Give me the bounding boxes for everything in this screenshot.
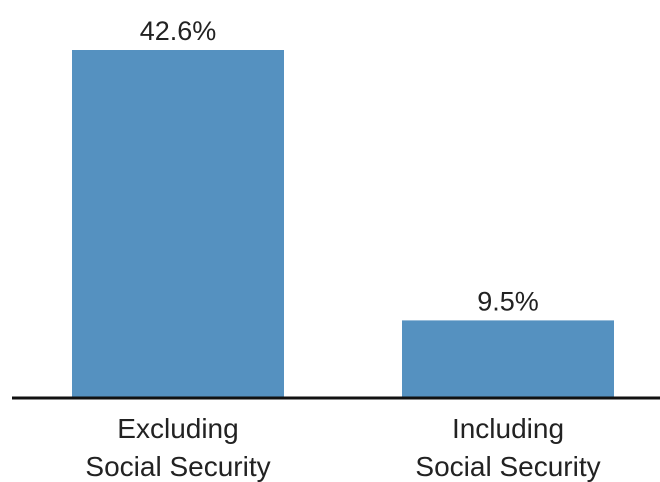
data-label-0: 42.6% [140, 16, 217, 46]
data-label-1: 9.5% [477, 286, 539, 316]
category-labels-group: Excluding Social Security Including Social … [85, 413, 600, 482]
category-label-0-line-1: Social Security [85, 451, 270, 482]
category-label-1-line-0: Including [452, 413, 564, 444]
data-labels-group: 42.6% 9.5% [140, 16, 539, 316]
category-label-0-line-0: Excluding [117, 413, 238, 444]
bar-1 [402, 320, 614, 398]
bars-group [72, 50, 614, 398]
bar-0 [72, 50, 284, 398]
category-label-1-line-1: Social Security [415, 451, 600, 482]
